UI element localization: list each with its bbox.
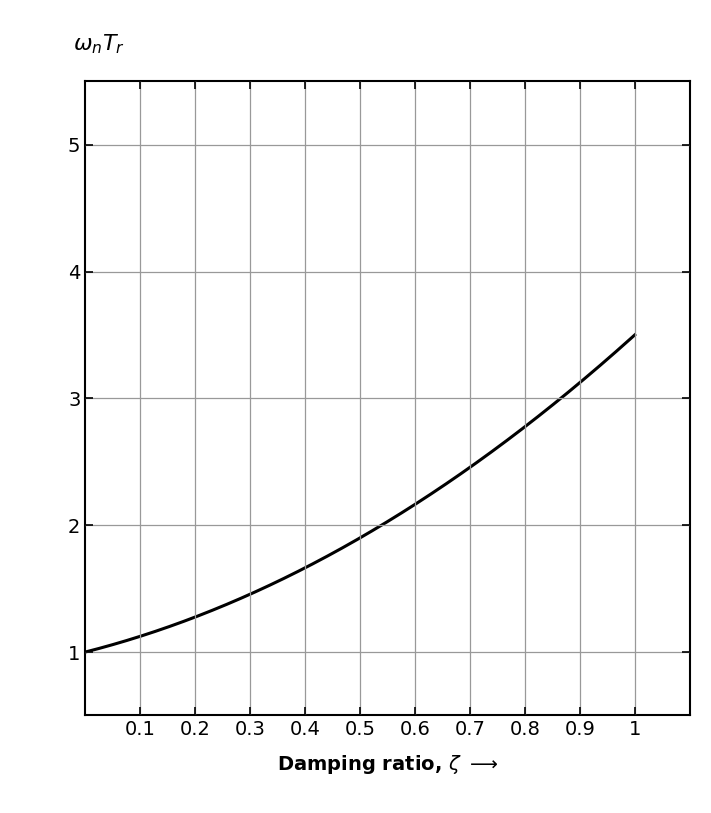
Text: $\omega_n T_r$: $\omega_n T_r$ bbox=[73, 33, 125, 56]
X-axis label: Damping ratio, $\zeta$ $\longrightarrow$: Damping ratio, $\zeta$ $\longrightarrow$ bbox=[277, 753, 498, 776]
